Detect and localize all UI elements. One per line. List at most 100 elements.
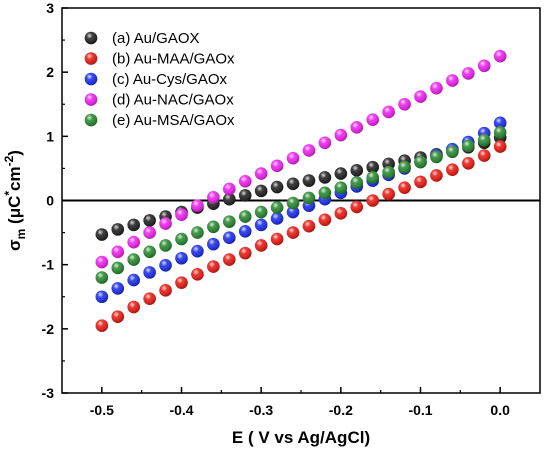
x-tick-label: -0.3 (249, 402, 273, 418)
y-title-unit-close: ) (5, 150, 24, 156)
data-point-highlight (366, 171, 380, 184)
data-point-highlight (286, 177, 300, 191)
y-title-unit-open: (μC (5, 196, 24, 229)
data-point-highlight (270, 159, 284, 173)
data-point-highlight (350, 176, 364, 189)
x-axis-title: E ( V vs Ag/AgCl) (232, 428, 370, 447)
data-point-highlight (350, 200, 364, 214)
legend: (a) Au/GAOX (b) Au-MAA/GAOx (c) Au-Cys/GAO… (84, 30, 235, 129)
data-point-highlight (302, 219, 316, 233)
data-point-highlight (191, 244, 204, 258)
data-point-highlight (446, 74, 459, 87)
ticks-layer: -0.5 -0.4 -0.3 -0.2 -0.1 0.0 -3 -2 -1 0 1 2 3 (42, 0, 511, 418)
data-point-highlight (175, 208, 188, 221)
data-point-highlight (318, 136, 332, 150)
y-title-superscript: * (2, 191, 16, 196)
data-point-highlight (95, 290, 109, 304)
y-axis-title: σm (μC*cm-2) (2, 150, 28, 251)
y-title-symbol: σ (5, 239, 24, 251)
data-point-highlight (238, 225, 252, 238)
data-point-highlight (127, 218, 140, 232)
data-point-highlight (238, 189, 252, 202)
data-point-highlight (334, 207, 348, 220)
data-point-highlight (270, 212, 284, 225)
data-point-highlight (382, 187, 395, 201)
data-point-highlight (207, 260, 220, 273)
data-point-highlight (223, 215, 236, 228)
data-point-highlight (95, 319, 109, 332)
legend-label: (a) Au/GAOX (112, 30, 200, 47)
data-point-highlight (238, 246, 252, 260)
data-point-highlight (159, 284, 172, 297)
data-point-highlight (302, 174, 316, 187)
data-point-highlight (254, 184, 268, 198)
data-point-highlight (111, 310, 125, 323)
data-point-highlight (493, 140, 507, 153)
legend-marker-highlight (84, 72, 98, 86)
legend-item: (d) Au-NAC/GAOx (84, 92, 234, 109)
y-tick-label: 1 (46, 128, 54, 144)
data-point-highlight (175, 232, 188, 246)
data-point-highlight (191, 226, 204, 239)
data-point-highlight (430, 150, 443, 164)
data-point-highlight (318, 213, 332, 227)
series-3 (95, 116, 507, 304)
data-point-highlight (446, 163, 459, 176)
data-point-highlight (95, 228, 109, 241)
data-point-highlight (223, 231, 236, 245)
y-tick-label: 2 (46, 64, 54, 80)
data-point-highlight (143, 292, 156, 305)
data-point-highlight (191, 199, 204, 212)
data-point-highlight (462, 67, 475, 80)
y-title-subscript: m (14, 229, 28, 240)
data-point-highlight (430, 169, 443, 182)
data-point-highlight (270, 180, 284, 194)
data-point-highlight (207, 237, 220, 251)
y-tick-label: -2 (42, 321, 55, 337)
series-1 (95, 131, 507, 241)
x-tick-label: -0.2 (329, 402, 353, 418)
data-point-highlight (382, 105, 395, 119)
data-point-highlight (350, 164, 364, 177)
data-point-highlight (334, 167, 348, 180)
data-point-highlight (334, 128, 348, 142)
x-tick-label: -0.4 (169, 402, 193, 418)
data-point-highlight (286, 196, 300, 210)
legend-label: (d) Au-NAC/GAOx (112, 92, 234, 109)
data-point-highlight (143, 214, 156, 227)
data-point-highlight (143, 245, 156, 259)
data-point-highlight (430, 81, 443, 95)
data-point-highlight (111, 261, 125, 275)
x-tick-label: 0.0 (490, 402, 510, 418)
data-point-highlight (414, 155, 427, 169)
data-point-highlight (159, 239, 172, 252)
legend-item: (a) Au/GAOX (84, 30, 200, 47)
data-point-highlight (493, 126, 507, 139)
data-point-highlight (462, 139, 475, 153)
data-point-highlight (127, 253, 140, 266)
data-point-highlight (414, 90, 427, 103)
legend-item: (e) Au-MSA/GAOx (84, 112, 235, 129)
data-point-highlight (111, 245, 125, 259)
legend-marker-highlight (84, 93, 98, 106)
y-tick-label: 3 (46, 0, 54, 16)
data-point-highlight (334, 181, 348, 194)
data-point-highlight (270, 201, 284, 214)
data-point-highlight (207, 190, 220, 204)
data-point-highlight (95, 255, 109, 269)
y-tick-label: -3 (42, 385, 55, 401)
data-points-layer (95, 49, 507, 332)
data-point-highlight (366, 194, 380, 207)
data-point-highlight (493, 116, 507, 130)
data-point-highlight (223, 253, 236, 266)
data-point-highlight (477, 133, 491, 147)
legend-marker-highlight (84, 52, 98, 65)
data-point-highlight (238, 210, 252, 223)
data-point-highlight (398, 97, 411, 111)
data-point-highlight (477, 59, 491, 73)
data-point-highlight (366, 160, 380, 174)
legend-marker-highlight (84, 31, 98, 45)
series-2 (95, 140, 507, 332)
y-title-exponent: -2 (2, 155, 16, 166)
